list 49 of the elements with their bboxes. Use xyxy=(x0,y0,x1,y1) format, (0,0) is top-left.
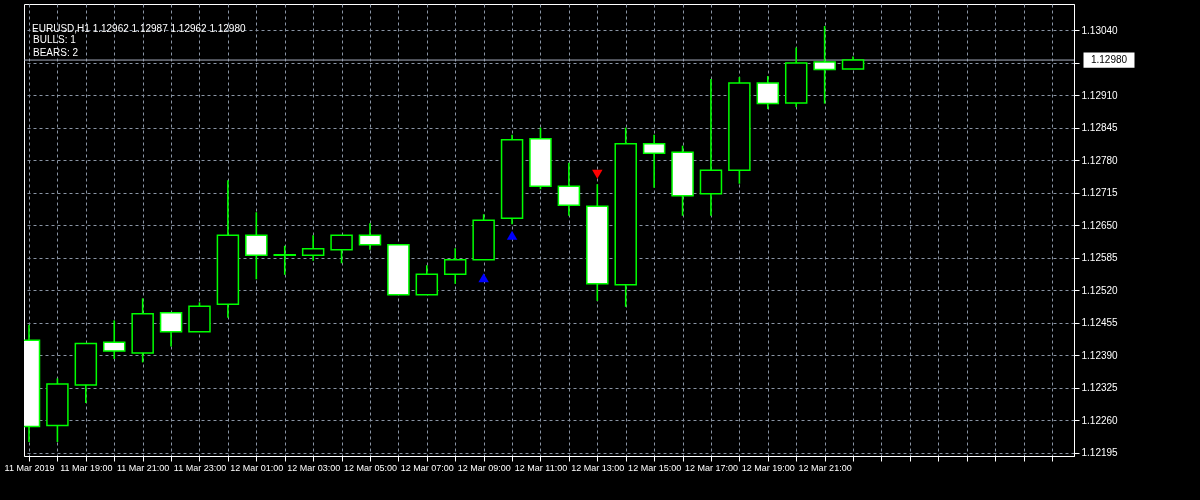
y-tick-label: 1.13040 xyxy=(1081,24,1119,36)
candlestick xyxy=(273,244,296,276)
point xyxy=(478,273,489,283)
y-tick-label: 1.12715 xyxy=(1081,187,1119,199)
x-tick-label: 12 Mar 21:00 xyxy=(798,462,852,473)
candlestick xyxy=(330,234,353,265)
x-tick-label: 11 Mar 21:00 xyxy=(116,462,170,473)
point xyxy=(592,169,603,179)
candlestick xyxy=(813,25,836,105)
candlestick xyxy=(415,264,439,296)
y-tick-label: 1.12455 xyxy=(1081,317,1119,329)
y-tick-label: 1.12325 xyxy=(1081,382,1119,394)
x-tick-label: 11 Mar 23:00 xyxy=(173,462,227,473)
y-tick-label: 1.12520 xyxy=(1081,284,1119,296)
y-tick-label: 1.12260 xyxy=(1081,414,1119,426)
y-tick-label: 1.12845 xyxy=(1081,122,1119,134)
point xyxy=(506,230,518,240)
candlestick xyxy=(245,211,268,281)
y-tick-label: 1.12650 xyxy=(1081,219,1119,231)
candlestick xyxy=(103,319,126,360)
annotation: BULLS: 1 xyxy=(33,34,77,45)
y-tick-label: 1.12195 xyxy=(1081,447,1119,459)
candlestick xyxy=(699,78,723,217)
candlestick xyxy=(301,234,325,262)
x-tick-label: 12 Mar 13:00 xyxy=(571,462,625,473)
candlestick xyxy=(557,161,581,217)
ref-line-label: 1.12980 xyxy=(1090,54,1128,66)
candlestick xyxy=(443,247,467,285)
candlestick xyxy=(756,75,780,110)
x-tick-label: 12 Mar 09:00 xyxy=(457,462,511,473)
candlestick xyxy=(358,222,382,251)
x-tick-label: 12 Mar 15:00 xyxy=(628,462,682,473)
candlestick xyxy=(159,312,183,348)
x-tick-label: 12 Mar 17:00 xyxy=(684,462,738,473)
x-tick-label: 12 Mar 05:00 xyxy=(343,462,398,473)
x-tick-label: 11 Mar 2019 xyxy=(4,462,55,473)
text: EURUSD,H1 1.12962 1.12987 1.12962 1.12980 xyxy=(32,23,246,34)
x-tick-label: 12 Mar 19:00 xyxy=(741,462,795,473)
x-tick-label: 11 Mar 19:00 xyxy=(60,462,113,473)
y-tick-label: 1.12585 xyxy=(1081,252,1119,264)
y-tick-label: 1.12910 xyxy=(1081,89,1119,101)
x-tick-label: 12 Mar 07:00 xyxy=(400,462,454,473)
x-tick-label: 12 Mar 11:00 xyxy=(514,462,568,473)
x-tick-label: 12 Mar 01:00 xyxy=(230,462,284,473)
candlestick xyxy=(642,133,666,189)
annotation: BEARS: 2 xyxy=(33,47,79,58)
x-tick-label: 12 Mar 03:00 xyxy=(287,462,341,473)
y-tick-label: 1.12780 xyxy=(1081,154,1119,166)
y-tick-label: 1.12390 xyxy=(1081,349,1119,361)
